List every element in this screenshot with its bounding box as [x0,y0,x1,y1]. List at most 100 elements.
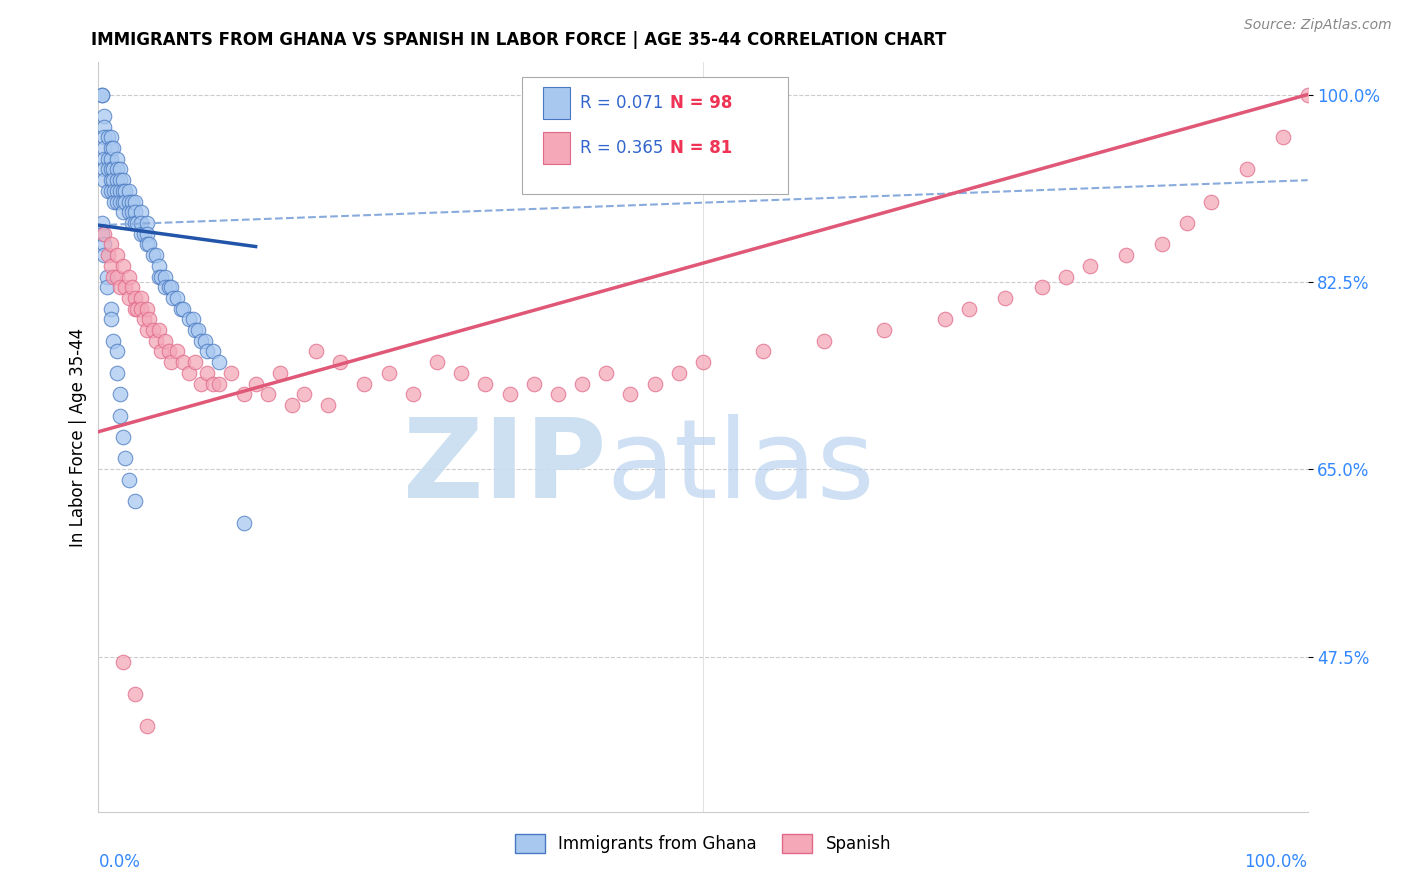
Point [181,312,204,326]
Point [135,323,157,337]
Point [134,227,156,241]
Text: R = 0.071: R = 0.071 [579,94,664,112]
Point [100,237,122,252]
Point [111,430,134,444]
Point [195,344,218,359]
Point [91,87,114,102]
Point [135,216,157,230]
Point [100,130,122,145]
Point [105,162,128,177]
Point [157,280,180,294]
Point [93,109,115,123]
Point [121,205,143,219]
Point [93,237,115,252]
Point [668,366,690,380]
Point [124,216,146,230]
Point [105,152,128,166]
Point [129,227,152,241]
Point [97,184,120,198]
Point [994,291,1017,305]
Point [752,344,775,359]
Point [172,355,194,369]
Point [124,494,146,508]
Point [134,312,156,326]
Point [184,355,207,369]
Point [135,237,157,252]
Point [93,248,115,262]
Point [91,87,114,102]
Point [619,387,641,401]
Point [162,291,184,305]
Point [129,205,152,219]
Point [93,173,115,187]
Point [873,323,896,337]
Point [172,301,194,316]
Point [100,173,122,187]
Point [153,334,176,348]
Point [96,280,118,294]
Point [1115,248,1137,262]
Point [108,184,131,198]
Point [114,194,136,209]
Point [135,719,157,733]
Point [118,291,141,305]
Point [93,141,115,155]
Point [93,130,115,145]
Point [187,323,209,337]
Point [166,291,188,305]
Point [93,227,115,241]
Point [353,376,375,391]
Point [93,120,115,134]
Point [111,194,134,209]
Point [571,376,593,391]
Point [129,216,152,230]
Point [957,301,980,316]
Point [135,301,157,316]
Point [103,194,125,209]
Point [145,334,167,348]
Point [97,162,120,177]
Point [108,162,131,177]
Point [105,248,128,262]
Point [232,516,254,530]
Point [202,344,225,359]
Point [97,248,120,262]
Point [121,280,143,294]
Point [934,312,956,326]
Point [269,366,291,380]
Point [111,259,134,273]
Y-axis label: In Labor Force | Age 35-44: In Labor Force | Age 35-44 [69,327,87,547]
Point [450,366,472,380]
Point [114,280,136,294]
Point [103,184,125,198]
Point [124,291,146,305]
Point [1031,280,1053,294]
Point [305,344,328,359]
Point [1078,259,1101,273]
Point [142,323,165,337]
Legend: Immigrants from Ghana, Spanish: Immigrants from Ghana, Spanish [509,827,897,860]
Point [138,312,160,326]
Point [105,184,128,198]
Point [148,259,170,273]
Point [108,194,131,209]
Point [96,269,118,284]
Point [160,355,183,369]
Text: Source: ZipAtlas.com: Source: ZipAtlas.com [1244,18,1392,32]
Text: atlas: atlas [606,414,875,521]
Point [194,334,217,348]
Point [208,376,231,391]
Point [108,280,131,294]
Point [202,376,225,391]
Point [157,344,180,359]
Point [118,269,141,284]
Point [145,248,167,262]
Point [148,269,170,284]
Point [124,194,146,209]
Point [1175,216,1198,230]
Point [221,366,243,380]
Point [1272,130,1295,145]
Point [91,216,114,230]
Point [111,184,134,198]
Point [190,376,212,391]
